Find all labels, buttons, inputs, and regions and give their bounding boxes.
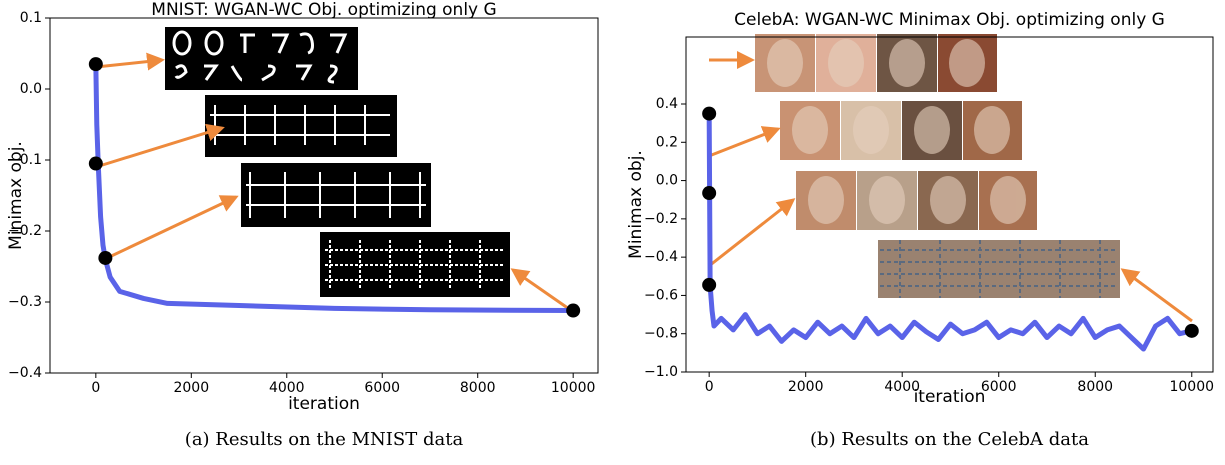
annotation-arrows	[95, 51, 1193, 323]
x-axis-label: iteration	[914, 387, 986, 407]
x-tick-label: 4000	[269, 380, 305, 396]
x-tick-label: 10000	[1169, 379, 1214, 395]
highlight-point	[702, 277, 717, 292]
y-tick-label: 0.2	[656, 134, 678, 150]
x-tick-label: 0	[91, 380, 100, 396]
y-tick-label: −0.8	[644, 326, 678, 342]
y-axis-label: Minimax obj.	[626, 150, 646, 259]
data-line	[706, 113, 1193, 352]
y-axis-label: Minimax obj.	[6, 141, 26, 250]
mnist-samples	[165, 27, 510, 297]
x-tick-label: 2000	[788, 379, 824, 395]
x-axis-label: iteration	[288, 394, 360, 414]
x-tick-label: 4000	[884, 379, 920, 395]
highlight-point	[702, 186, 717, 201]
plot-frame	[685, 36, 1214, 373]
caption: (b) Results on the CelebA data	[810, 429, 1089, 450]
data-line	[93, 64, 574, 314]
y-tick-label: −1.0	[644, 364, 678, 380]
highlight-point	[566, 303, 581, 318]
y-tick-label: −0.4	[8, 365, 42, 381]
y-tick-label: 0.0	[20, 81, 42, 97]
x-tick-label: 8000	[460, 380, 496, 396]
x-tick-label: 0	[705, 379, 714, 395]
highlight-point	[702, 106, 717, 121]
highlight-point	[1184, 323, 1199, 338]
y-tick-label: 0.4	[656, 96, 678, 112]
plot-frame	[49, 17, 599, 374]
y-tick-label: −0.2	[644, 211, 678, 227]
y-tick-label: 0.0	[656, 173, 678, 189]
highlight-point	[88, 156, 103, 171]
highlight-point	[88, 57, 103, 72]
x-tick-label: 10000	[551, 380, 596, 396]
x-tick-label: 2000	[173, 380, 209, 396]
y-tick-label: −0.3	[8, 294, 42, 310]
celeba-samples	[755, 34, 1120, 298]
chart-title: MNIST: WGAN-WC Obj. optimizing only G	[151, 0, 496, 20]
y-tick-label: −0.2	[8, 223, 42, 239]
y-tick-label: −0.4	[644, 249, 678, 265]
chart-title: CelebA: WGAN-WC Minimax Obj. optimizing …	[734, 10, 1165, 30]
x-tick-label: 6000	[981, 379, 1017, 395]
caption: (a) Results on the MNIST data	[185, 429, 464, 450]
x-tick-label: 8000	[1077, 379, 1113, 395]
y-tick-label: 0.1	[20, 10, 42, 26]
highlight-point	[98, 250, 113, 265]
y-tick-label: −0.6	[644, 287, 678, 303]
x-tick-label: 6000	[364, 380, 400, 396]
y-tick-label: −0.1	[8, 152, 42, 168]
